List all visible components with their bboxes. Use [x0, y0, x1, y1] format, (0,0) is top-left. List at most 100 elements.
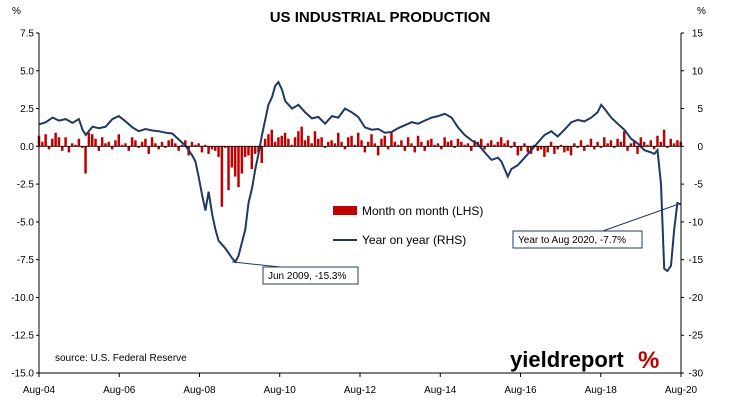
mom-bar — [450, 140, 453, 147]
mom-bar — [380, 138, 383, 147]
mom-bar — [287, 138, 290, 147]
mom-bar — [207, 146, 210, 154]
mom-bar — [642, 141, 646, 147]
mom-bar — [227, 146, 230, 191]
mom-bar — [556, 146, 559, 150]
mom-bar — [356, 132, 360, 147]
mom-bar — [666, 146, 669, 148]
mom-bar — [373, 143, 377, 147]
right-tick-label: -20 — [689, 293, 704, 304]
mom-bar — [460, 141, 463, 147]
mom-bar — [130, 137, 134, 147]
mom-bar — [426, 140, 430, 147]
mom-bar — [300, 126, 303, 147]
mom-bar — [267, 134, 270, 147]
left-tick-label: -2.5 — [17, 180, 35, 191]
legend: Month on month (LHS) Year on year (RHS) — [333, 204, 483, 247]
mom-bar — [140, 141, 144, 147]
left-tick-label: -5.0 — [17, 217, 35, 228]
mom-bar — [513, 141, 516, 147]
mom-bar — [250, 146, 254, 169]
x-tick-label: Aug-14 — [424, 385, 457, 396]
mom-bar — [303, 140, 307, 147]
right-tick-label: -10 — [689, 217, 704, 228]
mom-bar — [360, 140, 363, 147]
mom-bar — [333, 143, 337, 147]
mom-bar — [247, 146, 250, 156]
mom-bar — [54, 132, 57, 147]
right-tick-label: 5 — [697, 104, 703, 115]
mom-bar — [393, 141, 397, 147]
mom-bar — [619, 141, 623, 147]
mom-bar — [599, 146, 603, 148]
mom-bar — [263, 138, 267, 147]
mom-bar — [317, 138, 320, 147]
mom-bar — [223, 146, 227, 148]
mom-bar — [61, 146, 64, 151]
mom-bar — [486, 143, 490, 147]
legend-label-yoy: Year on year (RHS) — [362, 233, 466, 247]
mom-bar — [566, 146, 569, 151]
mom-bar — [184, 140, 187, 147]
mom-bar — [386, 146, 390, 150]
mom-bar — [240, 146, 244, 174]
x-tick-label: Aug-12 — [344, 385, 377, 396]
mom-bar — [57, 137, 61, 147]
mom-bar — [350, 135, 353, 147]
mom-bar — [90, 134, 94, 147]
mom-bar — [100, 137, 104, 147]
right-axis-unit: % — [697, 6, 706, 17]
mom-bar — [94, 138, 97, 147]
mom-bar — [626, 146, 629, 151]
mom-bar — [559, 144, 563, 147]
mom-bar — [47, 146, 51, 150]
mom-bar — [230, 146, 234, 168]
mom-bar — [636, 146, 639, 154]
x-tick-label: Aug-04 — [23, 385, 56, 396]
brand-logo: yieldreport % — [510, 347, 659, 374]
right-tick-label: -25 — [689, 331, 704, 342]
mom-bar — [127, 146, 131, 151]
mom-bar — [423, 146, 426, 151]
mom-bar — [509, 146, 513, 148]
mom-bar — [396, 144, 400, 147]
annotation-jun-2009: Jun 2009, -15.3% — [232, 261, 359, 285]
mom-bars — [37, 126, 682, 207]
mom-bar — [213, 146, 217, 151]
mom-bar — [669, 138, 673, 147]
legend-bar-swatch — [333, 206, 357, 215]
mom-bar — [363, 146, 367, 153]
mom-bar — [632, 140, 636, 147]
mom-bar — [134, 140, 137, 147]
mom-bar — [170, 138, 174, 147]
mom-bar — [220, 146, 224, 207]
mom-bar — [586, 144, 589, 147]
mom-bar — [443, 137, 446, 147]
mom-bar — [406, 137, 410, 147]
mom-bar — [370, 134, 373, 147]
mom-bar — [194, 144, 197, 147]
chart-title: US INDUSTRIAL PRODUCTION — [270, 9, 491, 26]
mom-bar — [629, 143, 633, 147]
mom-bar — [589, 138, 593, 147]
mom-bar — [463, 144, 466, 147]
mom-bar — [656, 135, 659, 147]
mom-bar — [652, 146, 656, 150]
mom-bar — [114, 140, 117, 147]
mom-bar — [403, 146, 407, 151]
mom-bar — [473, 140, 476, 147]
mom-bar — [622, 131, 626, 147]
brand-percent-mark: % — [638, 347, 659, 374]
mom-bar — [74, 144, 77, 147]
mom-bar — [77, 138, 81, 147]
left-tick-label: -12.5 — [11, 331, 34, 342]
mom-bar — [506, 140, 510, 147]
mom-bar — [569, 146, 573, 156]
right-tick-label: -5 — [694, 180, 703, 191]
mom-bar — [273, 141, 277, 147]
mom-bar — [353, 144, 357, 147]
left-tick-label: 7.5 — [20, 29, 34, 40]
mom-bar — [579, 140, 583, 147]
right-tick-label: 15 — [692, 29, 704, 40]
axes: 7.55.02.50.0-2.5-5.0-7.5-10.0-12.5-15.0 … — [11, 29, 703, 397]
